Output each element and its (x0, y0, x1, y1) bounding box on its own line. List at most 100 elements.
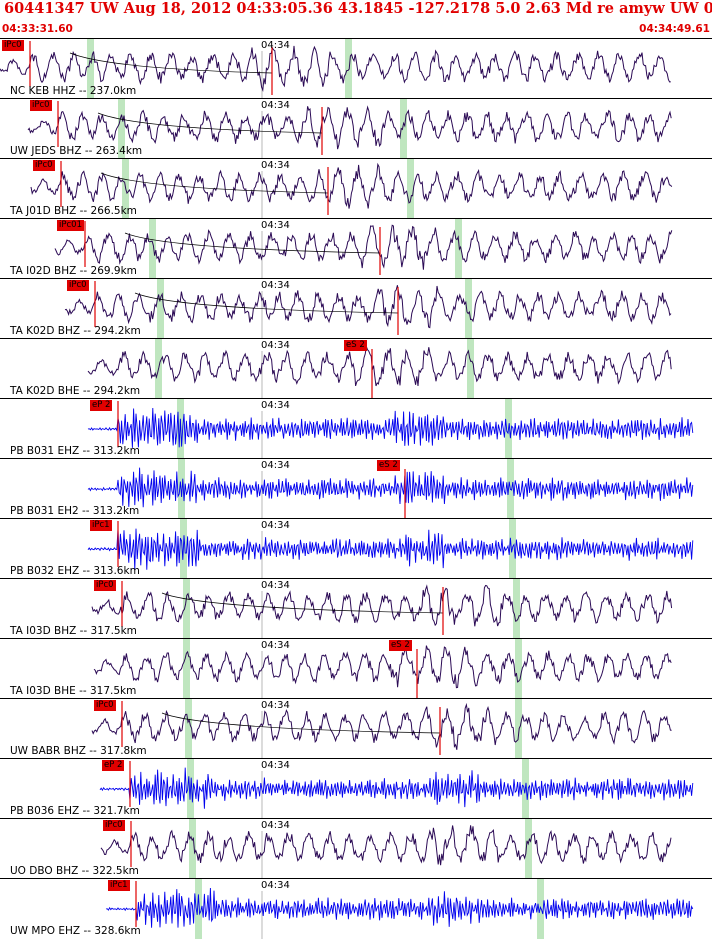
minute-label: 04:34 (261, 40, 290, 51)
p-pick-flag[interactable]: iPc0 (67, 280, 89, 291)
minute-label: 04:34 (261, 700, 290, 711)
trace-panel[interactable]: 04:34 iPc0 NC KEB HHZ -- 237.0km (0, 38, 712, 99)
trace-panel[interactable]: 04:34 iPc0 UW BABR BHZ -- 317.8km (0, 698, 712, 759)
phase-marker (513, 579, 520, 639)
p-pick-flag[interactable]: iPc0 (94, 700, 116, 711)
channel-label: TA K02D BHZ -- 294.2km (10, 325, 141, 337)
minute-label: 04:34 (261, 160, 290, 171)
trace-panel[interactable]: 04:34 eS 2 TA I03D BHE -- 317.5km (0, 638, 712, 699)
trace-panel[interactable]: 04:34 eS 2 TA K02D BHE -- 294.2km (0, 338, 712, 399)
p-pick-flag[interactable]: iPc0 (94, 580, 116, 591)
seismogram-trace (87, 467, 694, 508)
trace-panel[interactable]: 04:34 eP 2 PB B031 EHZ -- 313.2km (0, 398, 712, 459)
phase-marker (149, 219, 156, 279)
phase-marker (515, 699, 522, 759)
waveform-plot (64, 279, 672, 339)
phase-marker (178, 459, 185, 519)
coda-curve (161, 592, 444, 614)
s-pick-flag[interactable]: eS 2 (377, 460, 400, 471)
p-pick-flag[interactable]: iPc1 (108, 880, 130, 891)
phase-marker (455, 219, 462, 279)
waveform-plot (100, 819, 672, 879)
waveform-plot (87, 459, 694, 519)
waveform-plot (54, 219, 673, 279)
phase-marker (400, 99, 407, 159)
waveform-plot (87, 339, 672, 399)
waveform-plot (87, 399, 694, 459)
trace-panel[interactable]: 04:34 iPc0 UW JEDS BHZ -- 263.4km (0, 98, 712, 159)
channel-label: UW JEDS BHZ -- 263.4km (10, 145, 143, 157)
minute-label: 04:34 (261, 220, 290, 231)
seismogram-trace (91, 702, 672, 750)
seismogram-trace (0, 45, 671, 92)
event-title: 60441347 UW Aug 18, 2012 04:33:05.36 43.… (4, 0, 712, 17)
p-pick-flag[interactable]: eP 2 (90, 400, 113, 411)
phase-marker (185, 699, 192, 759)
minute-label: 04:34 (261, 760, 290, 771)
minute-label: 04:34 (261, 880, 290, 891)
coda-curve (124, 232, 381, 254)
minute-label: 04:34 (261, 280, 290, 291)
waveform-plot (91, 579, 673, 639)
phase-marker (345, 39, 352, 99)
seismogram-trace (87, 407, 694, 448)
channel-label: TA I02D BHZ -- 269.9km (10, 265, 137, 277)
seismogram-trace (87, 344, 672, 387)
seismogram-trace (87, 528, 694, 570)
p-pick-flag[interactable]: iPc0 (103, 820, 125, 831)
minute-label: 04:34 (261, 340, 290, 351)
coda-curve (161, 712, 441, 734)
p-pick-flag[interactable]: iPc0 (33, 160, 55, 171)
waveform-plot (99, 759, 694, 819)
phase-marker (87, 39, 94, 99)
coda-curve (100, 172, 329, 194)
waveform-plot (105, 879, 694, 939)
phase-marker (195, 879, 202, 939)
minute-label: 04:34 (261, 460, 290, 471)
channel-label: TA I03D BHE -- 317.5km (10, 685, 137, 697)
trace-panel[interactable]: 04:34 iPc0 TA J01D BHZ -- 266.5km (0, 158, 712, 219)
waveform-plot (91, 699, 672, 759)
seismogram-trace (91, 584, 673, 627)
time-end: 04:34:49.61 (639, 23, 710, 35)
p-pick-flag[interactable]: eP 2 (102, 760, 125, 771)
p-pick-flag[interactable]: iPc0 (2, 40, 24, 51)
trace-panel[interactable]: 04:34 iPc01 TA I02D BHZ -- 269.9km (0, 218, 712, 279)
phase-marker (183, 639, 190, 699)
trace-panel[interactable]: 04:34 iPc1 UW MPO EHZ -- 328.6km (0, 878, 712, 939)
seismogram-trace (64, 285, 672, 329)
coda-curve (97, 112, 323, 134)
phase-marker (537, 879, 544, 939)
phase-marker (157, 279, 164, 339)
p-pick-flag[interactable]: iPc01 (57, 220, 84, 231)
channel-label: PB B031 EH2 -- 313.2km (10, 505, 140, 517)
channel-label: UO DBO BHZ -- 322.5km (10, 865, 139, 877)
seismogram-trace (100, 825, 672, 866)
phase-marker (183, 579, 190, 639)
trace-panel[interactable]: 04:34 eS 2 PB B031 EH2 -- 313.2km (0, 458, 712, 519)
trace-panel[interactable]: 04:34 iPc0 UO DBO BHZ -- 322.5km (0, 818, 712, 879)
coda-curve (134, 292, 399, 314)
trace-panel[interactable]: 04:34 eP 2 PB B036 EHZ -- 321.7km (0, 758, 712, 819)
s-pick-flag[interactable]: eS 2 (389, 640, 412, 651)
trace-panel[interactable]: 04:34 iPc1 PB B032 EHZ -- 313.6km (0, 518, 712, 579)
seismogram-trace (54, 224, 673, 270)
trace-panel[interactable]: 04:34 iPc0 TA I03D BHZ -- 317.5km (0, 578, 712, 639)
phase-marker (467, 339, 474, 399)
minute-label: 04:34 (261, 580, 290, 591)
channel-label: PB B031 EHZ -- 313.2km (10, 445, 140, 457)
s-pick-flag[interactable]: eS 2 (344, 340, 367, 351)
channel-label: TA I03D BHZ -- 317.5km (10, 625, 137, 637)
seismogram-trace (99, 767, 694, 809)
phase-marker (465, 279, 472, 339)
channel-label: TA J01D BHZ -- 266.5km (10, 205, 137, 217)
p-pick-flag[interactable]: iPc0 (30, 100, 52, 111)
coda-curve (69, 52, 273, 74)
minute-label: 04:34 (261, 640, 290, 651)
p-pick-flag[interactable]: iPc1 (90, 520, 112, 531)
phase-marker (515, 639, 522, 699)
trace-panel[interactable]: 04:34 iPc0 TA K02D BHZ -- 294.2km (0, 278, 712, 339)
channel-label: PB B032 EHZ -- 313.6km (10, 565, 140, 577)
phase-marker (525, 819, 532, 879)
waveform-plot (87, 519, 694, 579)
